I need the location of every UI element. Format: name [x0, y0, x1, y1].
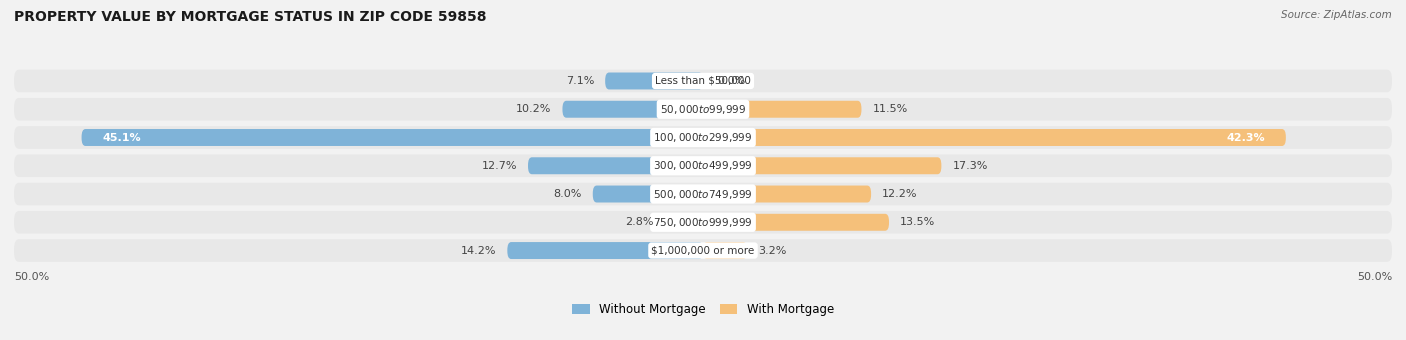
Text: PROPERTY VALUE BY MORTGAGE STATUS IN ZIP CODE 59858: PROPERTY VALUE BY MORTGAGE STATUS IN ZIP… — [14, 10, 486, 24]
FancyBboxPatch shape — [82, 129, 703, 146]
Text: 7.1%: 7.1% — [565, 76, 595, 86]
FancyBboxPatch shape — [703, 101, 862, 118]
Text: Source: ZipAtlas.com: Source: ZipAtlas.com — [1281, 10, 1392, 20]
FancyBboxPatch shape — [529, 157, 703, 174]
Text: $750,000 to $999,999: $750,000 to $999,999 — [654, 216, 752, 229]
Text: 50.0%: 50.0% — [14, 272, 49, 282]
FancyBboxPatch shape — [593, 186, 703, 203]
FancyBboxPatch shape — [14, 183, 1392, 205]
Text: 11.5%: 11.5% — [873, 104, 908, 114]
Text: 2.8%: 2.8% — [624, 217, 654, 227]
Text: $300,000 to $499,999: $300,000 to $499,999 — [654, 159, 752, 172]
FancyBboxPatch shape — [14, 98, 1392, 121]
Text: 13.5%: 13.5% — [900, 217, 935, 227]
Text: 0.0%: 0.0% — [717, 76, 745, 86]
Text: 14.2%: 14.2% — [461, 245, 496, 256]
FancyBboxPatch shape — [703, 157, 942, 174]
Text: 10.2%: 10.2% — [516, 104, 551, 114]
FancyBboxPatch shape — [14, 154, 1392, 177]
Text: Less than $50,000: Less than $50,000 — [655, 76, 751, 86]
Text: 45.1%: 45.1% — [103, 133, 141, 142]
Text: 42.3%: 42.3% — [1226, 133, 1265, 142]
FancyBboxPatch shape — [605, 72, 703, 89]
FancyBboxPatch shape — [508, 242, 703, 259]
FancyBboxPatch shape — [703, 129, 1286, 146]
FancyBboxPatch shape — [703, 214, 889, 231]
FancyBboxPatch shape — [14, 126, 1392, 149]
Text: 17.3%: 17.3% — [952, 161, 988, 171]
FancyBboxPatch shape — [703, 242, 747, 259]
Text: $1,000,000 or more: $1,000,000 or more — [651, 245, 755, 256]
FancyBboxPatch shape — [665, 214, 703, 231]
Text: 12.7%: 12.7% — [481, 161, 517, 171]
FancyBboxPatch shape — [14, 70, 1392, 92]
Text: 12.2%: 12.2% — [882, 189, 918, 199]
Text: 3.2%: 3.2% — [758, 245, 786, 256]
Text: 50.0%: 50.0% — [1357, 272, 1392, 282]
Legend: Without Mortgage, With Mortgage: Without Mortgage, With Mortgage — [567, 298, 839, 321]
FancyBboxPatch shape — [14, 211, 1392, 234]
FancyBboxPatch shape — [562, 101, 703, 118]
FancyBboxPatch shape — [14, 239, 1392, 262]
Text: $50,000 to $99,999: $50,000 to $99,999 — [659, 103, 747, 116]
FancyBboxPatch shape — [703, 186, 872, 203]
Text: $500,000 to $749,999: $500,000 to $749,999 — [654, 188, 752, 201]
Text: 8.0%: 8.0% — [554, 189, 582, 199]
Text: $100,000 to $299,999: $100,000 to $299,999 — [654, 131, 752, 144]
